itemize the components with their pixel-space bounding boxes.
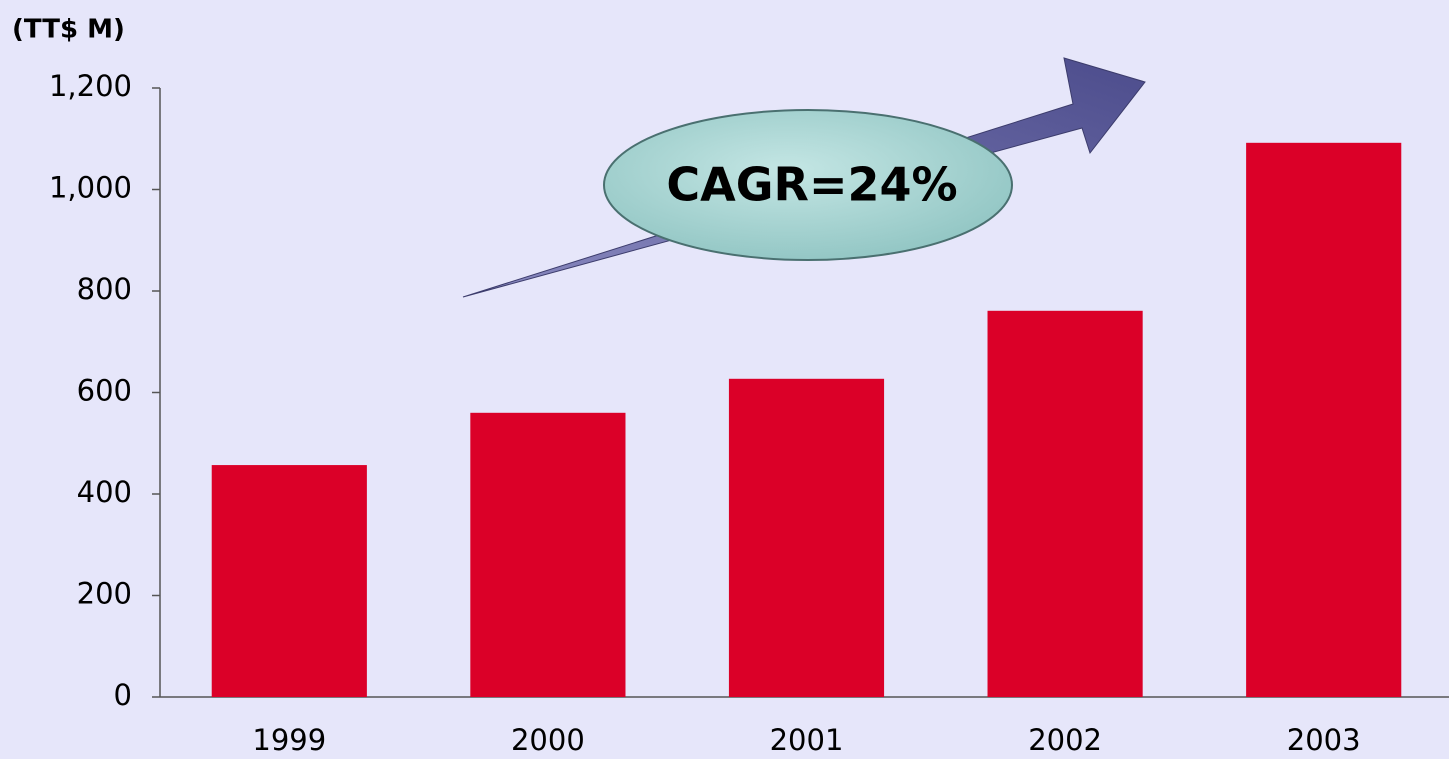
bar xyxy=(987,310,1143,697)
y-tick-label: 1,000 xyxy=(49,171,132,205)
y-tick-label: 1,200 xyxy=(49,69,132,103)
y-tick-label: 400 xyxy=(77,475,132,509)
y-tick-label: 0 xyxy=(114,678,132,712)
x-tick-label: 2001 xyxy=(770,723,844,757)
cagr-bubble xyxy=(603,109,1013,261)
bar xyxy=(470,412,626,697)
x-tick-label: 2002 xyxy=(1028,723,1102,757)
plot-area: 0 200 400 600 800 1,000 1,200 1999 2000 2001 2002 2… xyxy=(49,69,1449,757)
y-tick-label: 600 xyxy=(77,374,132,408)
bar xyxy=(728,378,885,697)
y-tick-label: 200 xyxy=(77,577,132,611)
bar xyxy=(1246,142,1402,697)
annotation: CAGR=24% xyxy=(666,158,957,212)
x-tick-label: 2003 xyxy=(1287,723,1361,757)
bar xyxy=(211,465,367,697)
y-tick-label: 800 xyxy=(77,272,132,306)
x-tick-label: 1999 xyxy=(252,723,326,757)
trend-arrow xyxy=(462,57,1146,298)
x-tick-label: 2000 xyxy=(511,723,585,757)
y-axis-label: (TT$ M) xyxy=(12,15,125,45)
